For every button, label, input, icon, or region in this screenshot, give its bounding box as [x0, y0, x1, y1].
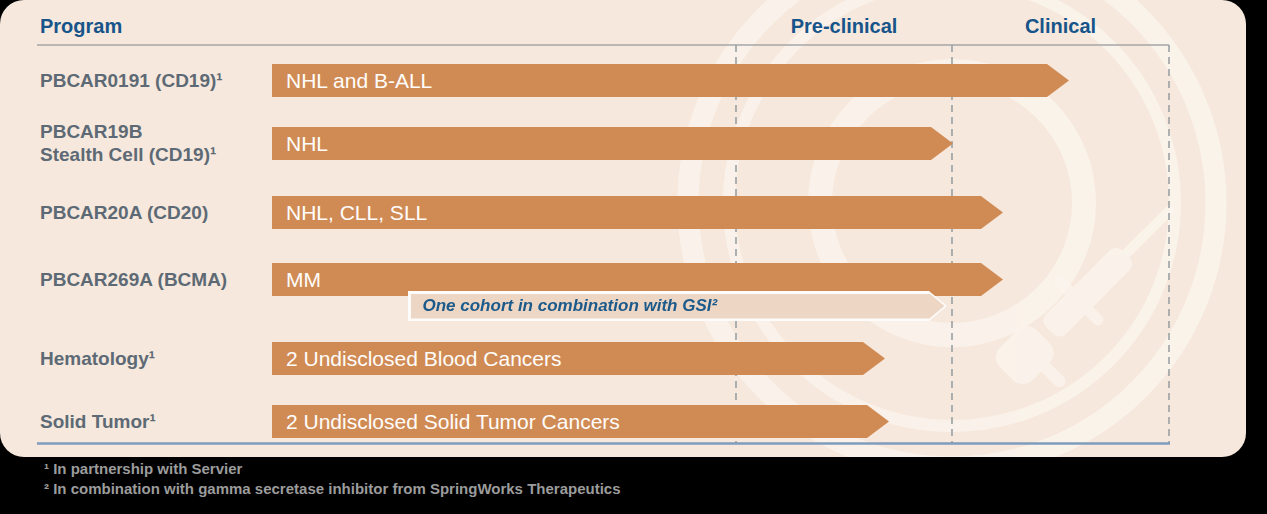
program-label-text: PBCAR20A (CD20) — [40, 201, 260, 224]
program-label-pbcar20a: PBCAR20A (CD20) — [40, 196, 260, 229]
bar-indication-text: 2 Undisclosed Blood Cancers — [272, 347, 561, 371]
bar-indication-text: MM — [272, 268, 321, 292]
program-label-text: Solid Tumor¹ — [40, 410, 260, 433]
footnotes: ¹ In partnership with Servier ² In combi… — [44, 459, 621, 499]
bar-indication-text: 2 Undisclosed Solid Tumor Cancers — [272, 410, 620, 434]
program-label-text: PBCAR0191 (CD19)¹ — [40, 69, 260, 92]
pipeline-bar-hematology: 2 Undisclosed Blood Cancers — [272, 342, 885, 375]
column-header-program: Program — [40, 15, 122, 38]
gsi-combination-callout: One cohort in combination with GSI² — [408, 291, 947, 321]
column-header-preclinical: Pre-clinical — [736, 15, 952, 38]
pipeline-slide: Program Pre-clinical Clinical PBCAR0191 … — [0, 0, 1267, 514]
footnote-servier: ¹ In partnership with Servier — [44, 459, 621, 479]
program-label-text-line2: Stealth Cell (CD19)¹ — [40, 143, 260, 166]
pipeline-bar-pbcar19b: NHL — [272, 127, 953, 160]
program-label-text: PBCAR269A (BCMA) — [40, 268, 260, 291]
column-header-clinical: Clinical — [952, 15, 1169, 38]
bar-indication-text: NHL and B-ALL — [272, 69, 432, 93]
program-label-hematology: Hematology¹ — [40, 342, 260, 375]
footnote-springworks: ² In combination with gamma secretase in… — [44, 479, 621, 499]
program-label-text: PBCAR19B — [40, 120, 260, 143]
watermark-syringe-icon — [984, 184, 1208, 408]
gsi-combination-text: One cohort in combination with GSI² — [411, 296, 718, 316]
program-label-pbcar269a: PBCAR269A (BCMA) — [40, 263, 260, 296]
program-label-solid-tumor: Solid Tumor¹ — [40, 405, 260, 438]
pipeline-bar-pbcar20a: NHL, CLL, SLL — [272, 196, 1003, 229]
program-label-pbcar0191: PBCAR0191 (CD19)¹ — [40, 64, 260, 97]
bar-indication-text: NHL, CLL, SLL — [272, 201, 427, 225]
program-label-pbcar19b: PBCAR19B Stealth Cell (CD19)¹ — [40, 113, 260, 173]
pipeline-bar-solid-tumor: 2 Undisclosed Solid Tumor Cancers — [272, 405, 889, 438]
pipeline-bar-pbcar0191: NHL and B-ALL — [272, 64, 1069, 97]
program-label-text: Hematology¹ — [40, 347, 260, 370]
pipeline-card: Program Pre-clinical Clinical PBCAR0191 … — [0, 0, 1246, 457]
gsi-combination-callout-fill: One cohort in combination with GSI² — [411, 294, 945, 319]
bar-indication-text: NHL — [272, 132, 328, 156]
